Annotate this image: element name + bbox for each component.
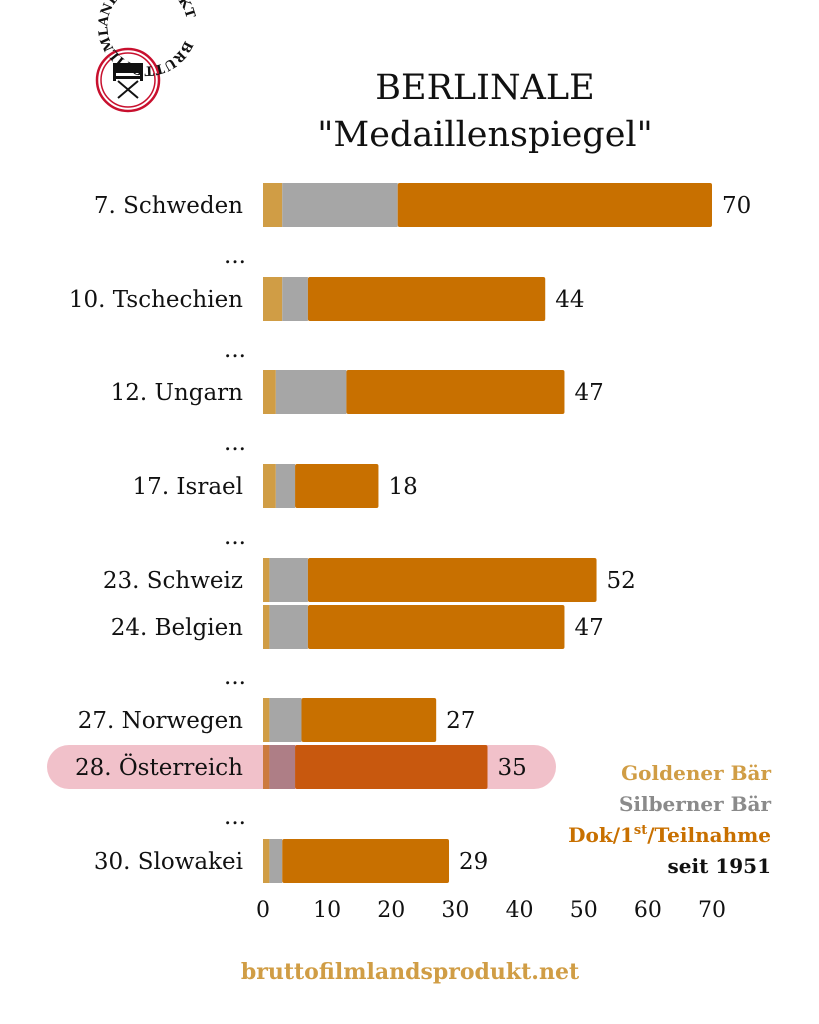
logo: BRUTTOFILMLANDSPRODUKT	[82, 0, 213, 113]
other-segment	[307, 558, 597, 602]
other-segment	[307, 277, 546, 321]
gold-segment	[263, 277, 283, 321]
ellipsis: ...	[224, 524, 246, 550]
other-segment	[295, 464, 379, 508]
ellipsis-row: ...	[224, 337, 246, 363]
x-tick-label: 30	[441, 898, 469, 923]
ellipsis-row: ...	[224, 804, 246, 830]
legend-note: seit 1951	[668, 854, 771, 878]
silver-segment	[282, 277, 308, 321]
x-tick-label: 40	[506, 898, 534, 923]
ellipsis: ...	[224, 804, 246, 830]
chart-title: BERLINALE	[375, 68, 594, 108]
country-label: 28. Österreich	[75, 754, 243, 781]
bar-row: 12. Ungarn 47	[111, 370, 604, 414]
silver-segment	[282, 183, 398, 227]
total-label: 29	[459, 849, 488, 875]
country-label: 10. Tschechien	[69, 287, 243, 313]
ellipsis: ...	[224, 664, 246, 690]
total-label: 70	[722, 193, 751, 219]
other-segment	[295, 745, 488, 789]
silver-segment	[275, 370, 347, 414]
ellipsis-row: ...	[224, 524, 246, 550]
total-label: 44	[555, 287, 584, 313]
ellipsis-row: ...	[224, 664, 246, 690]
ellipsis: ...	[224, 430, 246, 456]
other-segment	[301, 698, 437, 742]
x-tick-label: 50	[570, 898, 598, 923]
gold-segment	[263, 698, 270, 742]
bar-row: 30. Slowakei 29	[94, 839, 488, 883]
other-segment	[307, 605, 565, 649]
bar-row: 23. Schweiz 52	[103, 558, 636, 602]
ellipsis: ...	[224, 243, 246, 269]
directors-chair-icon	[113, 63, 143, 99]
legend-gold: Goldener Bär	[621, 761, 771, 785]
total-label: 27	[446, 708, 475, 734]
silver-segment	[269, 698, 302, 742]
gold-segment	[263, 464, 276, 508]
bar-row: 28. Österreich 35	[47, 745, 556, 789]
total-label: 52	[607, 568, 636, 594]
bar-row: 7. Schweden 70	[94, 183, 751, 227]
x-tick-label: 10	[313, 898, 341, 923]
gold-segment	[263, 558, 270, 602]
x-tick-label: 60	[634, 898, 662, 923]
bar-row: 24. Belgien 47	[111, 605, 604, 649]
x-tick-label: 0	[256, 898, 270, 923]
legend-other: Dok/1st/Teilnahme	[568, 823, 771, 847]
total-label: 18	[388, 474, 417, 500]
gold-segment	[263, 605, 270, 649]
other-segment	[282, 839, 450, 883]
total-label: 47	[574, 615, 603, 641]
gold-segment	[263, 839, 270, 883]
legend: Goldener Bär Silberner Bär Dok/1st/Teiln…	[568, 761, 771, 878]
country-label: 23. Schweiz	[103, 568, 243, 594]
x-tick-label: 20	[377, 898, 405, 923]
country-label: 30. Slowakei	[94, 849, 243, 875]
silver-segment	[269, 558, 308, 602]
other-segment	[346, 370, 565, 414]
silver-segment	[275, 464, 296, 508]
silver-segment	[269, 605, 308, 649]
ellipsis-row: ...	[224, 430, 246, 456]
country-label: 17. Israel	[133, 474, 243, 500]
bar-row: 17. Israel 18	[133, 464, 418, 508]
other-segment	[397, 183, 712, 227]
gold-segment	[263, 745, 270, 789]
silver-segment	[269, 839, 283, 883]
bar-row: 10. Tschechien 44	[69, 277, 585, 321]
total-label: 47	[574, 380, 603, 406]
legend-silver: Silberner Bär	[619, 792, 772, 816]
bar-row: 27. Norwegen 27	[78, 698, 475, 742]
ellipsis-row: ...	[224, 243, 246, 269]
ellipsis: ...	[224, 337, 246, 363]
footer-url[interactable]: bruttofilmlandsprodukt.net	[241, 959, 580, 985]
silver-segment	[269, 745, 296, 789]
gold-segment	[263, 183, 283, 227]
total-label: 35	[498, 755, 527, 781]
chart-subtitle: "Medaillenspiegel"	[317, 115, 652, 155]
gold-segment	[263, 370, 276, 414]
country-label: 12. Ungarn	[111, 380, 244, 406]
country-label: 24. Belgien	[111, 615, 243, 641]
country-label: 27. Norwegen	[78, 708, 243, 734]
country-label: 7. Schweden	[94, 193, 243, 219]
x-tick-label: 70	[698, 898, 726, 923]
